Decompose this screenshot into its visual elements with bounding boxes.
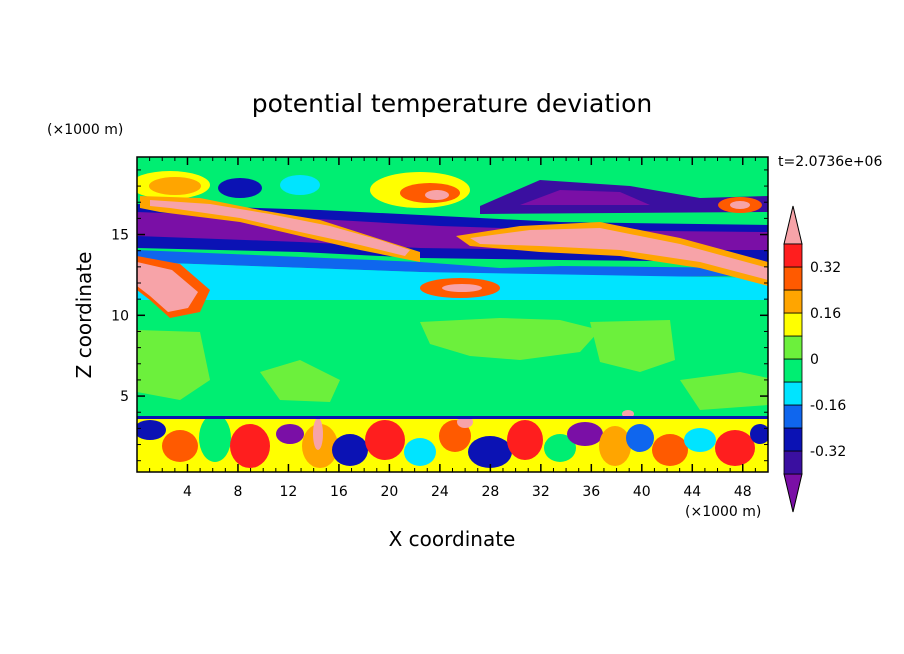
x-tick-label: 40 — [633, 484, 651, 500]
x-axis-label: X coordinate — [389, 527, 516, 551]
y-unit-label: (×1000 m) — [47, 122, 123, 138]
warm-blob-west-core — [137, 262, 198, 312]
cold-core-ne — [520, 190, 650, 205]
boundary-cell-8 — [365, 420, 405, 460]
warm-cell-ne-core — [730, 201, 750, 209]
boundary-cell-10 — [439, 420, 471, 452]
colorbar: 0.32 0.16 0 -0.16 -0.32 — [783, 205, 846, 513]
contour-field — [137, 157, 768, 472]
boundary-cell-2 — [162, 430, 198, 462]
cold-cell-north — [218, 178, 262, 198]
time-label: t=2.0736e+06 — [778, 154, 882, 170]
colorbar-label: -0.16 — [810, 398, 846, 414]
y-tick-label: 10 — [111, 308, 129, 324]
boundary-top-line — [137, 416, 768, 419]
colorbar-label: 0.16 — [810, 306, 841, 322]
boundary-cell-14 — [567, 422, 603, 446]
light-patch-center-west — [260, 360, 340, 402]
x-tick-label: 32 — [532, 484, 550, 500]
boundary-cell-4 — [230, 424, 270, 468]
light-patch-east — [590, 320, 675, 372]
chart-title: potential temperature deviation — [252, 89, 652, 118]
x-tick-label: 36 — [582, 484, 600, 500]
y-axis-label: Z coordinate — [72, 252, 96, 379]
y-tick-label: 15 — [111, 228, 129, 244]
upper-green-band — [137, 157, 768, 179]
light-patch-central — [420, 318, 600, 360]
colorbar-segment — [783, 335, 803, 360]
boundary-cell-7 — [332, 434, 368, 466]
x-tick-label: 16 — [330, 484, 348, 500]
blue-band — [137, 250, 768, 278]
x-tick-label: 28 — [481, 484, 499, 500]
warm-filament-west-core — [150, 200, 410, 256]
colorbar-under-triangle — [783, 473, 803, 513]
light-patch-far-east — [680, 372, 768, 410]
colorbar-label: 0.32 — [810, 260, 841, 276]
warm-filament-east-core — [470, 228, 768, 280]
boundary-cell-15 — [599, 426, 631, 466]
boundary-cell-13 — [544, 434, 576, 462]
boundary-cell-12 — [507, 420, 543, 460]
x-unit-label: (×1000 m) — [685, 504, 761, 520]
x-tick-label: 44 — [683, 484, 701, 500]
boundary-cell-11 — [468, 436, 512, 468]
x-ticks: 4 8 12 16 20 24 28 32 36 40 44 48 — [149, 157, 756, 500]
x-tick-label: 20 — [380, 484, 398, 500]
colorbar-segment — [783, 289, 803, 314]
colorbar-segment — [783, 358, 803, 383]
x-tick-label: 48 — [734, 484, 752, 500]
boundary-cell-20 — [750, 424, 768, 444]
light-patch-west — [137, 330, 210, 400]
colorbar-segment — [783, 266, 803, 291]
colorbar-segment — [783, 312, 803, 337]
warm-blob-central-core — [442, 284, 482, 292]
colorbar-segment — [783, 427, 803, 452]
warm-cell-north-peak — [425, 190, 449, 200]
boundary-cell-17 — [652, 434, 688, 466]
boundary-cell-5 — [276, 424, 304, 444]
x-tick-label: 24 — [431, 484, 449, 500]
boundary-cell-1 — [137, 420, 166, 440]
colorbar-label: -0.32 — [810, 444, 846, 460]
colorbar-segment — [783, 450, 803, 475]
boundary-cell-18 — [684, 428, 716, 452]
boundary-cell-9 — [404, 438, 436, 466]
colorbar-over-triangle — [783, 205, 803, 245]
boundary-cell-16 — [626, 424, 654, 452]
x-tick-label: 8 — [233, 484, 242, 500]
x-tick-label: 12 — [280, 484, 298, 500]
y-tick-label: 5 — [120, 389, 129, 405]
colorbar-segment — [783, 243, 803, 268]
boundary-cell-19 — [715, 430, 755, 466]
cyan-cell-north — [280, 175, 320, 195]
colorbar-label: 0 — [810, 352, 819, 368]
boundary-plume-1 — [313, 418, 323, 450]
boundary-cell-3 — [199, 414, 231, 462]
colorbar-segment — [783, 404, 803, 429]
x-tick-label: 4 — [183, 484, 192, 500]
y-ticks: 5 10 15 — [111, 169, 768, 462]
colorbar-segment — [783, 381, 803, 406]
warm-cell-nw-core — [149, 177, 201, 195]
